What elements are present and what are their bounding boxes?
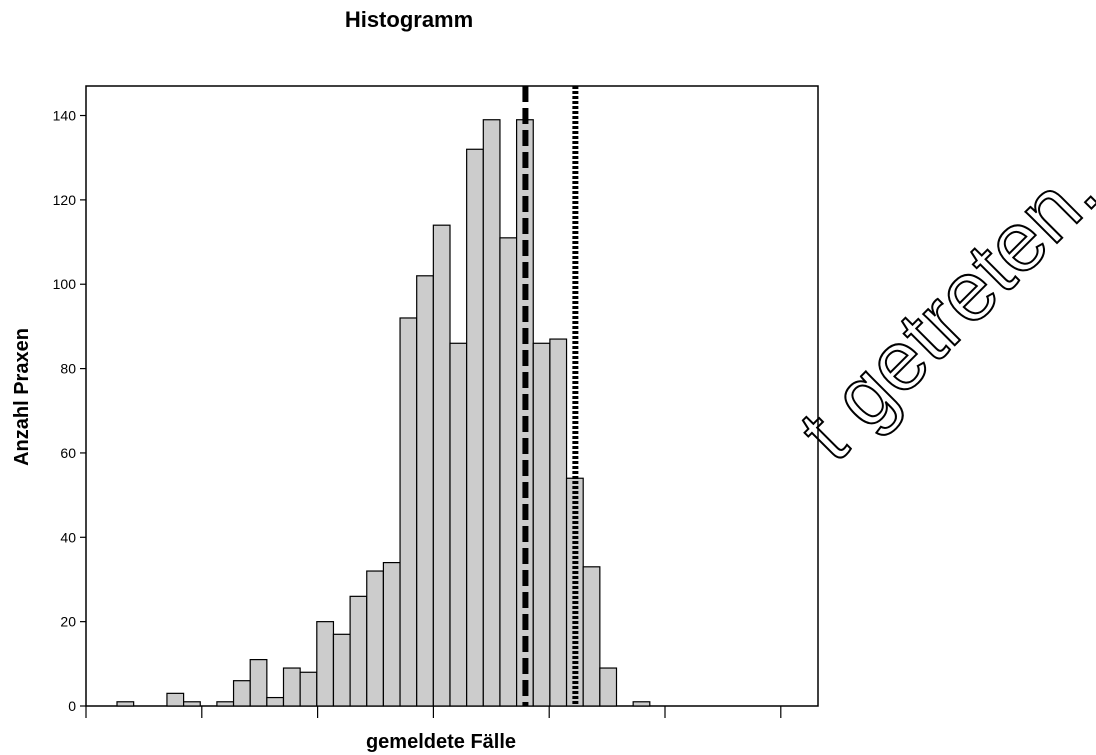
histogram-bar <box>632 701 651 707</box>
histogram-bar <box>532 342 551 707</box>
x-axis-title: gemeldete Fälle <box>366 731 516 753</box>
histogram-bar <box>332 633 351 707</box>
histogram-bar <box>466 148 484 707</box>
histogram-bar <box>449 342 468 707</box>
histogram-bar <box>183 701 201 707</box>
y-tick-label: 40 <box>60 529 76 545</box>
histogram-bar <box>216 701 235 707</box>
histogram-bar <box>499 237 518 707</box>
histogram-bar <box>299 671 318 707</box>
y-axis-title: Anzahl Praxen <box>11 328 33 466</box>
histogram-bar <box>116 701 135 707</box>
plot-area: 0 20 40 60 80 100 120 140 <box>53 85 819 718</box>
histogram-bar <box>232 680 251 707</box>
histogram-bar <box>549 338 568 707</box>
histogram-bar <box>382 561 401 707</box>
histogram-bar <box>366 570 384 707</box>
histogram-bar <box>582 566 601 707</box>
y-tick-label: 0 <box>68 698 76 714</box>
histogram-bar <box>316 621 335 707</box>
histogram-bar <box>349 595 368 707</box>
histogram-bar <box>249 659 268 707</box>
histogram-bar <box>282 667 301 707</box>
histogram-bar <box>266 696 285 707</box>
watermark-text: t getreten. <box>781 144 1096 478</box>
y-tick-label: 120 <box>53 192 77 208</box>
histogram-bar <box>399 317 418 707</box>
y-tick-label: 60 <box>60 445 76 461</box>
histogram-bar <box>416 275 434 707</box>
y-tick-label: 80 <box>60 361 76 377</box>
chart-title: Histogramm <box>345 7 473 32</box>
y-tick-label: 20 <box>60 614 76 630</box>
histogram-bar <box>599 667 618 707</box>
histogram-bar <box>432 224 451 707</box>
histogram-bar <box>166 692 185 707</box>
histogram-bar <box>482 119 501 707</box>
y-tick-label: 100 <box>53 276 77 292</box>
y-tick-label: 140 <box>53 108 77 124</box>
